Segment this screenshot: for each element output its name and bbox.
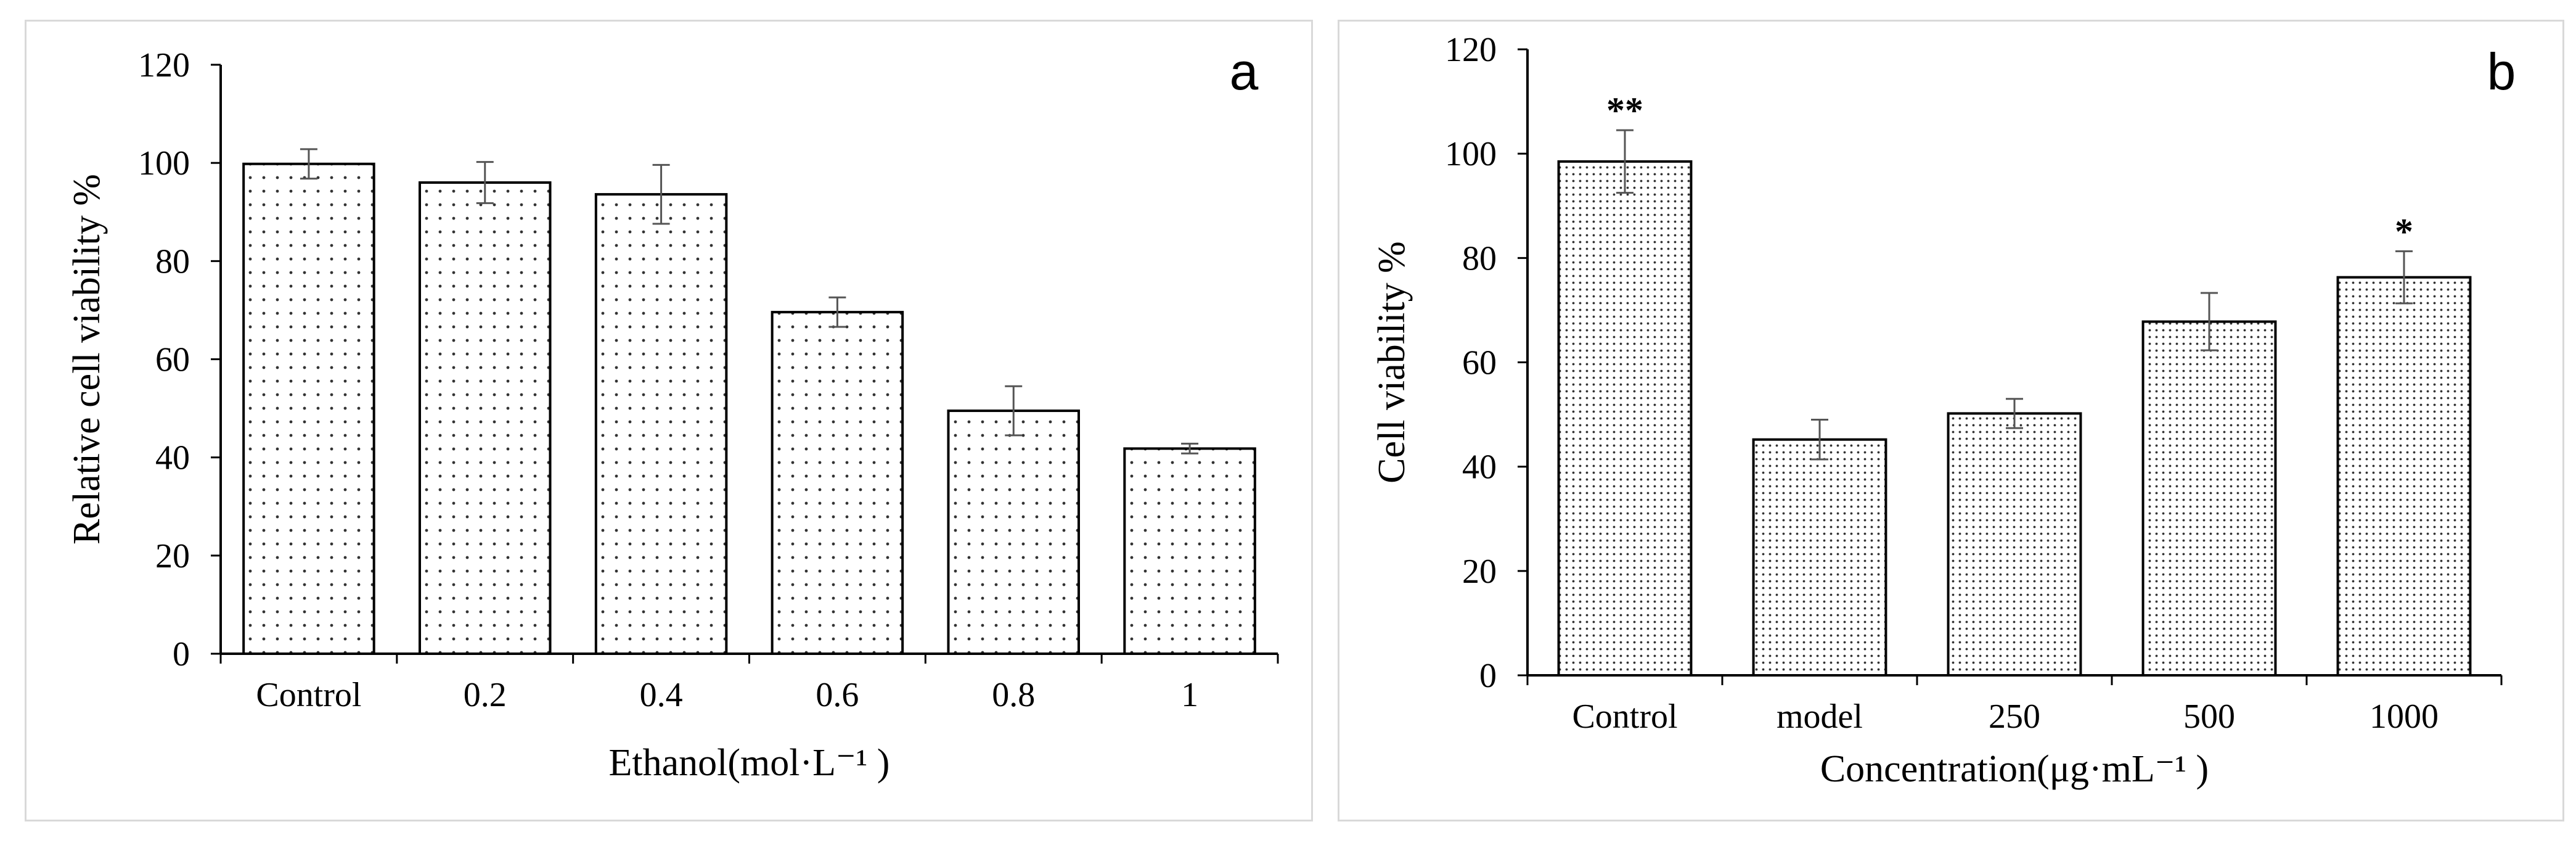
bar xyxy=(947,410,1081,655)
x-axis-title: Ethanol(mol·L⁻¹ ) xyxy=(609,742,890,784)
y-tick-label: 40 xyxy=(155,439,190,477)
y-tick-label: 120 xyxy=(138,46,190,84)
y-tick-label: 120 xyxy=(1445,31,1497,69)
y-tick-label: 0 xyxy=(1479,657,1497,695)
x-tick-label: 500 xyxy=(2183,698,2235,736)
chart-a: Control 0.2 0.4 0.6 0.8 1 0 20 40 60 80 100 120 Relat… xyxy=(66,43,1279,784)
bar xyxy=(2336,276,2472,677)
significance-marker: * xyxy=(2395,211,2413,252)
bar xyxy=(1123,447,1256,655)
x-axis-title: Concentration(μg·mL⁻¹ ) xyxy=(1820,748,2209,790)
x-tick-label: 0.4 xyxy=(640,676,683,714)
y-tick-label: 0 xyxy=(173,635,190,673)
y-tick-label: 80 xyxy=(1462,239,1497,278)
x-tick-label: model xyxy=(1777,698,1863,736)
y-tick-label: 60 xyxy=(155,341,190,379)
x-tick-label: 0.8 xyxy=(992,676,1035,714)
x-tick-label: 0.6 xyxy=(816,676,859,714)
bar xyxy=(242,162,375,655)
y-tick-label: 100 xyxy=(1445,135,1497,173)
panel-b: ** Control model 250 500 * 1000 0 20 40 60 80 100 120… xyxy=(1338,20,2564,821)
y-axis-title: Cell viability % xyxy=(1371,241,1413,484)
chart-b: ** Control model 250 500 * 1000 0 20 40 60 80 100 120… xyxy=(1371,31,2516,790)
bar xyxy=(1752,438,1887,677)
y-tick-label: 20 xyxy=(155,537,190,575)
panel-label: a xyxy=(1230,43,1259,101)
y-axis-title: Relative cell viability % xyxy=(66,174,108,545)
bar xyxy=(771,311,904,656)
significance-marker: ** xyxy=(1606,90,1643,131)
x-tick-label: Control xyxy=(1572,698,1677,736)
panel-label: b xyxy=(2487,43,2516,101)
x-tick-label: Control xyxy=(256,676,361,714)
bar xyxy=(418,181,552,655)
bar xyxy=(1557,160,1693,677)
y-tick-label: 60 xyxy=(1462,344,1497,382)
bar xyxy=(594,193,728,656)
x-tick-label: 0.2 xyxy=(464,676,507,714)
y-tick-label: 20 xyxy=(1462,553,1497,591)
y-tick-label: 80 xyxy=(155,242,190,281)
panel-a: Control 0.2 0.4 0.6 0.8 1 0 20 40 60 80 100 120 Relat… xyxy=(25,20,1313,821)
y-tick-label: 100 xyxy=(138,144,190,183)
x-tick-label: 1000 xyxy=(2370,698,2439,736)
x-tick-label: 1 xyxy=(1181,676,1198,714)
bar xyxy=(2141,320,2277,677)
bar xyxy=(1947,412,2082,677)
y-tick-label: 40 xyxy=(1462,448,1497,487)
x-tick-label: 250 xyxy=(1989,698,2040,736)
